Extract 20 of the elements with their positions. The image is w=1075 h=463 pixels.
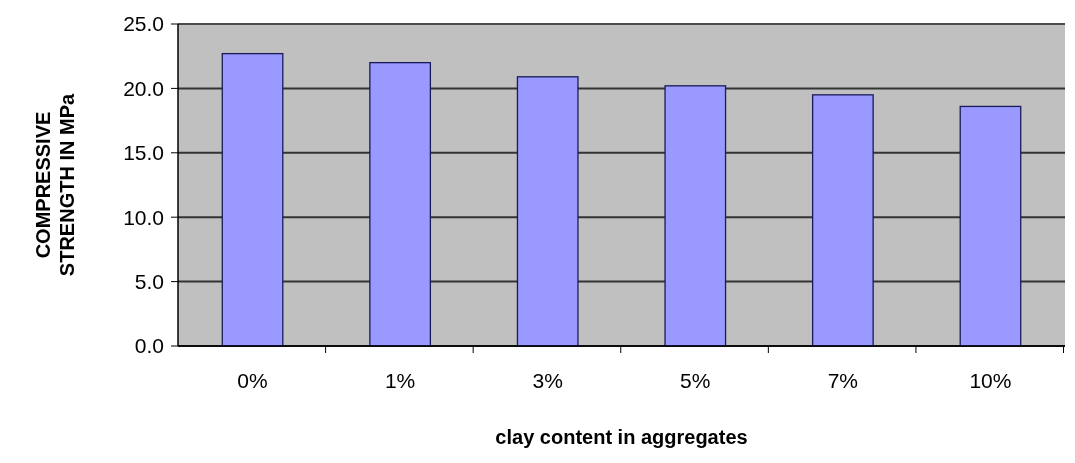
bar (959, 105, 1022, 347)
y-tick-label: 10.0 (123, 205, 164, 229)
x-tick-label: 0% (237, 369, 268, 392)
bar (221, 52, 284, 347)
x-tick-label: 3% (532, 369, 563, 392)
y-tick-label: 5.0 (134, 269, 164, 293)
y-tick-label: 15.0 (123, 141, 164, 165)
bar (811, 94, 874, 347)
x-axis-title: clay content in aggregates (495, 426, 748, 448)
y-tick-label: 0.0 (134, 334, 164, 358)
x-tick-label: 5% (680, 369, 711, 392)
x-tick-label: 1% (384, 369, 416, 392)
bar (516, 76, 579, 347)
y-tick-label: 20.0 (123, 76, 164, 100)
bar (664, 85, 727, 347)
y-axis-title: COMPRESSIVE STRENGTH IN MPa (32, 93, 78, 277)
y-tick-label: 25.0 (123, 12, 164, 36)
x-tick-label: 7% (827, 369, 859, 392)
bar (369, 61, 432, 347)
x-tick-label: 10% (969, 369, 1012, 392)
